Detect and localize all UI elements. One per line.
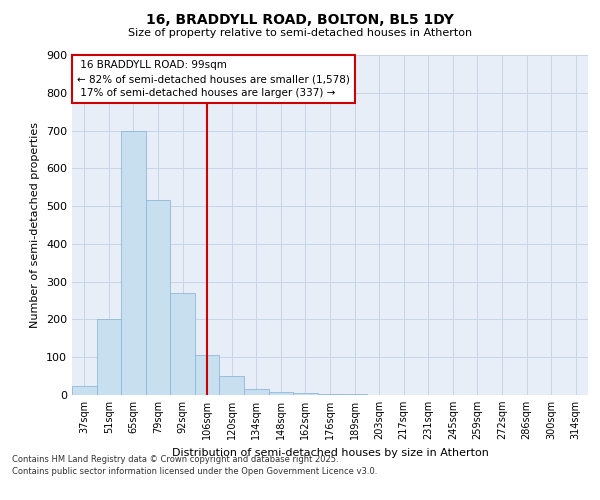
Text: 16, BRADDYLL ROAD, BOLTON, BL5 1DY: 16, BRADDYLL ROAD, BOLTON, BL5 1DY xyxy=(146,12,454,26)
Bar xyxy=(269,392,293,395)
Bar xyxy=(244,390,269,395)
Bar xyxy=(146,200,170,395)
Bar xyxy=(318,394,342,395)
Bar xyxy=(121,130,146,395)
X-axis label: Distribution of semi-detached houses by size in Atherton: Distribution of semi-detached houses by … xyxy=(172,448,488,458)
Text: 16 BRADDYLL ROAD: 99sqm
← 82% of semi-detached houses are smaller (1,578)
 17% o: 16 BRADDYLL ROAD: 99sqm ← 82% of semi-de… xyxy=(77,60,350,98)
Bar xyxy=(72,386,97,395)
Bar xyxy=(293,394,318,395)
Y-axis label: Number of semi-detached properties: Number of semi-detached properties xyxy=(31,122,40,328)
Bar xyxy=(195,356,220,395)
Text: Contains public sector information licensed under the Open Government Licence v3: Contains public sector information licen… xyxy=(12,468,377,476)
Bar xyxy=(342,394,367,395)
Bar xyxy=(170,293,195,395)
Bar xyxy=(97,320,121,395)
Bar xyxy=(220,376,244,395)
Text: Contains HM Land Registry data © Crown copyright and database right 2025.: Contains HM Land Registry data © Crown c… xyxy=(12,455,338,464)
Text: Size of property relative to semi-detached houses in Atherton: Size of property relative to semi-detach… xyxy=(128,28,472,38)
